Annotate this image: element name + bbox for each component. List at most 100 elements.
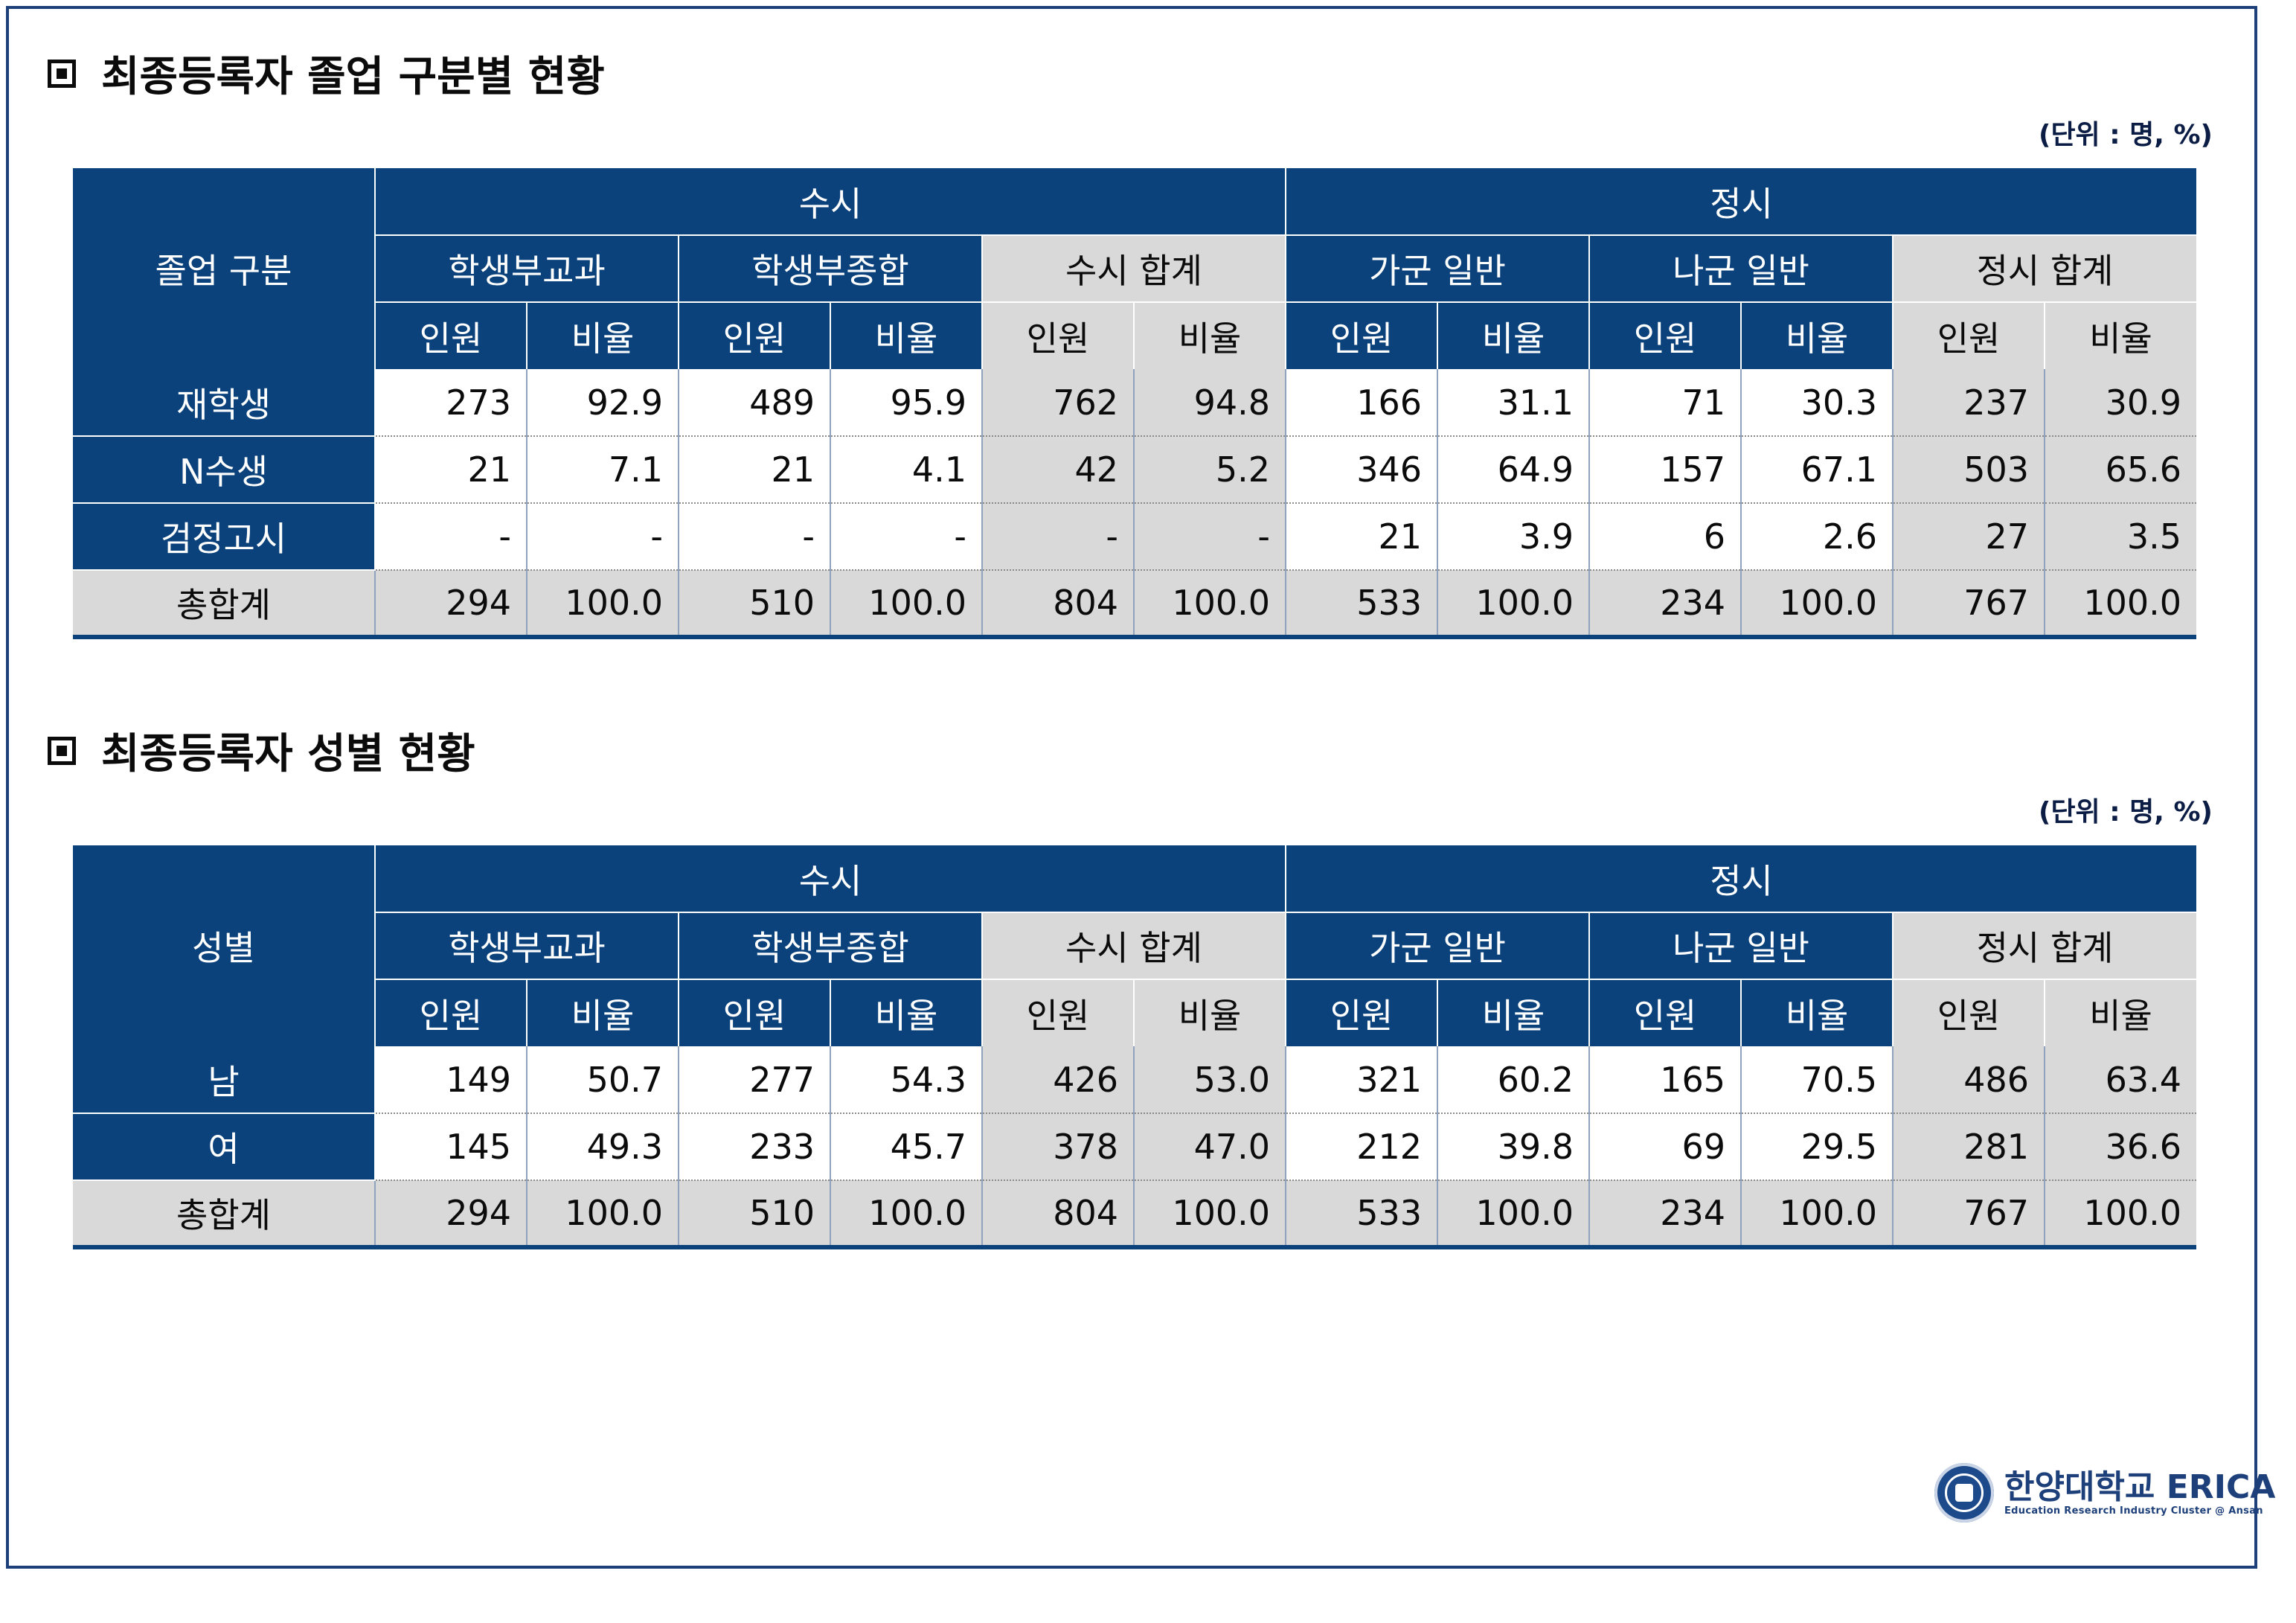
table-cell: 27	[1892, 503, 2045, 571]
row-label: 검정고시	[73, 503, 376, 571]
graduation-table: 졸업 구분 수시 정시 학생부교과 학생부종합 수시 합계 가군 일반 나군 일반 정시 합계 인…	[73, 168, 2197, 639]
metric-header: 인원	[1892, 302, 2045, 369]
table-cell: 63.4	[2044, 1046, 2197, 1114]
section2-title-text: 최종등록자 성별 현황	[101, 730, 475, 778]
table-cell: 21	[374, 436, 527, 504]
group-header: 수시	[375, 845, 1286, 913]
section2-unit: (단위 : 명, %)	[2038, 797, 2213, 827]
total-cell: 510	[678, 1180, 830, 1249]
corner-header: 졸업 구분	[73, 168, 376, 369]
table-cell: 503	[1892, 436, 2045, 504]
table-cell: 489	[678, 369, 830, 437]
table-cell: -	[678, 503, 830, 571]
table-cell: 70.5	[1740, 1046, 1893, 1114]
table-cell: 94.8	[1132, 369, 1286, 437]
table-cell: 4.1	[830, 436, 982, 504]
table-cell: 39.8	[1437, 1113, 1590, 1181]
logo-tagline: Education Research Industry Cluster @ An…	[2004, 1505, 2263, 1517]
metric-header: 비율	[1437, 302, 1590, 369]
subgroup-header: 학생부교과	[374, 235, 679, 303]
table-cell: 69	[1588, 1113, 1742, 1181]
total-label: 총합계	[73, 1180, 375, 1249]
table-cell: 346	[1285, 436, 1438, 504]
total-cell: 294	[374, 1180, 527, 1249]
table-cell: 762	[981, 369, 1134, 437]
table-cell: -	[830, 503, 982, 571]
total-cell: 100.0	[830, 570, 982, 639]
total-cell: 100.0	[526, 1180, 679, 1249]
table-cell: 165	[1588, 1046, 1742, 1114]
total-cell: 100.0	[830, 1180, 982, 1249]
row-label: 재학생	[73, 369, 376, 437]
subgroup-header: 수시 합계	[981, 235, 1286, 303]
table-cell: 30.3	[1740, 369, 1893, 437]
total-cell: 510	[678, 570, 830, 639]
table-row: 재학생 273 92.9 489 95.9 762 94.8 166 31.1 71 30.3 237…	[73, 369, 2197, 437]
metric-header: 인원	[374, 302, 527, 369]
total-cell: 100.0	[1437, 570, 1590, 639]
metric-header: 비율	[1132, 979, 1286, 1046]
section1-title-text: 최종등록자 졸업 구분별 현황	[101, 53, 605, 101]
total-cell: 100.0	[2044, 570, 2197, 639]
table-cell: 149	[374, 1046, 527, 1114]
total-cell: 804	[981, 570, 1134, 639]
subgroup-header: 가군 일반	[1285, 235, 1590, 303]
metric-header: 인원	[1892, 979, 2045, 1046]
metric-header: 비율	[830, 302, 982, 369]
section1-title: 최종등록자 졸업 구분별 현황	[48, 43, 605, 103]
total-cell: 533	[1285, 570, 1438, 639]
total-cell: 234	[1588, 570, 1742, 639]
group-header: 정시	[1285, 168, 2197, 236]
metric-header: 비율	[1437, 979, 1590, 1046]
metric-header: 인원	[1285, 302, 1438, 369]
table-cell: 31.1	[1437, 369, 1590, 437]
metric-header: 비율	[830, 979, 982, 1046]
metric-header: 비율	[1740, 302, 1893, 369]
subgroup-header: 나군 일반	[1588, 235, 1893, 303]
table-cell: 47.0	[1132, 1113, 1286, 1181]
total-cell: 294	[374, 570, 527, 639]
metric-header: 비율	[2044, 979, 2197, 1046]
square-bullet-icon	[48, 736, 76, 765]
university-seal-icon	[1934, 1463, 1994, 1523]
table-cell: 92.9	[526, 369, 679, 437]
table-cell: -	[1132, 503, 1286, 571]
subgroup-header: 정시 합계	[1892, 912, 2197, 980]
total-cell: 100.0	[1740, 570, 1893, 639]
table-cell: 50.7	[526, 1046, 679, 1114]
table-cell: 21	[678, 436, 830, 504]
total-cell: 100.0	[1437, 1180, 1590, 1249]
metric-header: 인원	[374, 979, 527, 1046]
table-cell: 378	[981, 1113, 1134, 1181]
metric-header: 비율	[526, 302, 679, 369]
metric-header: 비율	[1132, 302, 1286, 369]
section2-title: 최종등록자 성별 현황	[48, 720, 475, 781]
total-cell: 234	[1588, 1180, 1742, 1249]
table-cell: 64.9	[1437, 436, 1590, 504]
table-cell: 281	[1892, 1113, 2045, 1181]
total-cell: 100.0	[1132, 570, 1286, 639]
total-row: 총합계 294 100.0 510 100.0 804 100.0 533 100.0 234 10…	[73, 570, 2197, 639]
table-cell: 3.9	[1437, 503, 1590, 571]
metric-header: 인원	[981, 979, 1134, 1046]
subgroup-header: 학생부종합	[678, 912, 982, 980]
total-cell: 100.0	[1740, 1180, 1893, 1249]
metric-header: 비율	[2044, 302, 2197, 369]
total-cell: 100.0	[2044, 1180, 2197, 1249]
table-cell: 60.2	[1437, 1046, 1590, 1114]
gender-table: 성별 수시 정시 학생부교과 학생부종합 수시 합계 가군 일반 나군 일반 정시 합계 인원 비율…	[73, 845, 2197, 1249]
section1-unit: (단위 : 명, %)	[2038, 120, 2213, 150]
metric-header: 인원	[1588, 979, 1742, 1046]
metric-header: 인원	[678, 302, 830, 369]
subgroup-header: 가군 일반	[1285, 912, 1590, 980]
total-cell: 533	[1285, 1180, 1438, 1249]
table-cell: 36.6	[2044, 1113, 2197, 1181]
table-row: 남 149 50.7 277 54.3 426 53.0 321 60.2 165 70.5 486 6…	[73, 1046, 2197, 1114]
table-cell: 95.9	[830, 369, 982, 437]
table-cell: 65.6	[2044, 436, 2197, 504]
row-label: N수생	[73, 436, 376, 504]
table-row: N수생 21 7.1 21 4.1 42 5.2 346 64.9 157 67.1 503 65.6	[73, 436, 2197, 504]
table-cell: 30.9	[2044, 369, 2197, 437]
table-cell: 71	[1588, 369, 1742, 437]
table-cell: 54.3	[830, 1046, 982, 1114]
